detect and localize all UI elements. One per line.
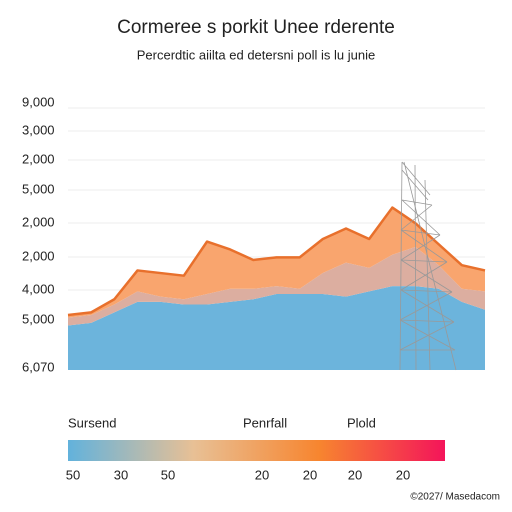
colorbar-labels: 50 30 50 20 20 20 20 <box>66 467 410 482</box>
y-axis-label: 2,000 <box>22 248 55 263</box>
legend-label: Plold <box>347 415 376 430</box>
colorbar-label: 20 <box>255 467 269 482</box>
colorbar-label: 50 <box>161 467 175 482</box>
tower-frame <box>399 161 457 371</box>
plot-area <box>67 206 486 370</box>
y-axis-label: 2,000 <box>22 151 55 166</box>
colorbar-label: 20 <box>303 467 317 482</box>
y-axis-label: 6,070 <box>22 359 55 374</box>
colorbar-label: 50 <box>66 467 80 482</box>
legend: Sursend Penrfall Plold <box>68 415 376 430</box>
y-axis-label: 5,000 <box>22 311 55 326</box>
y-axis-label: 5,000 <box>22 181 55 196</box>
area <box>68 286 485 370</box>
y-axis-label: 3,000 <box>22 122 55 137</box>
y-axis: 9,000 3,000 2,000 5,000 2,000 2,000 4,000 5,000… <box>22 94 55 374</box>
colorbar <box>68 440 445 461</box>
chart-title: Cormeree s porkit Unee rderente <box>117 17 395 38</box>
y-axis-label: 2,000 <box>22 214 55 229</box>
colorbar-label: 30 <box>114 467 128 482</box>
tower-lattice <box>399 164 456 371</box>
chart-subtitle: Percerdtic aiilta ed detersni poll is lu… <box>137 47 375 62</box>
y-axis-label: 9,000 <box>22 94 55 109</box>
colorbar-label: 20 <box>396 467 410 482</box>
legend-label: Sursend <box>68 415 116 430</box>
colorbar-label: 20 <box>348 467 362 482</box>
footer: ©2027/ Masedacom <box>410 492 500 503</box>
area <box>68 207 485 318</box>
legend-label: Penrfall <box>243 415 287 430</box>
y-axis-label: 4,000 <box>22 281 55 296</box>
tower-illustration <box>399 161 457 371</box>
